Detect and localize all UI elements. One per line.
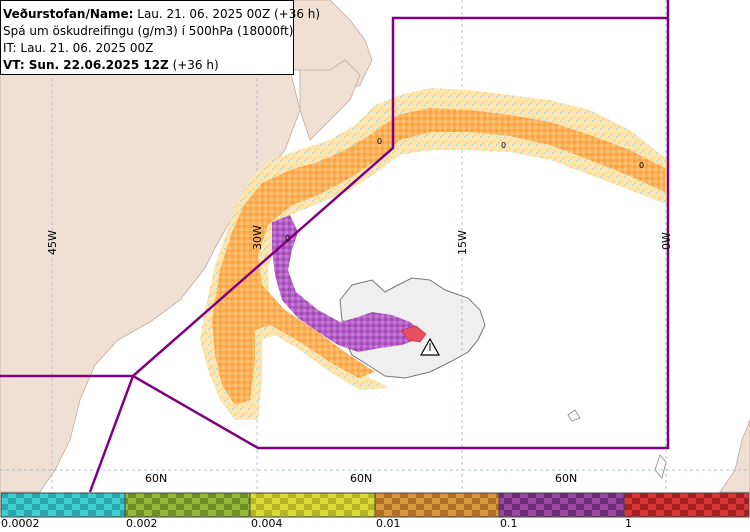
legend-label-1: 0.002 xyxy=(126,517,158,530)
ash-plume-high xyxy=(272,215,420,352)
contour-label: 0 xyxy=(501,141,506,150)
legend-swatch-cyan xyxy=(0,492,126,518)
legend-label-2: 0.004 xyxy=(251,517,283,530)
vt-suffix: (+36 h) xyxy=(168,58,219,72)
graticule-labels: 45W 30W 15W 0W 60N 60N 60N xyxy=(46,225,673,485)
title-value: Lau. 21. 06. 2025 00Z (+36 h) xyxy=(133,7,321,21)
lon-label-0w: 0W xyxy=(660,232,673,250)
info-box: Veðurstofan/Name: Lau. 21. 06. 2025 00Z … xyxy=(0,0,320,75)
lat-label-60n-1: 60N xyxy=(145,472,167,485)
title-line: Veðurstofan/Name: Lau. 21. 06. 2025 00Z … xyxy=(3,6,320,23)
lat-label-60n-2: 60N xyxy=(350,472,372,485)
legend-swatch-orange xyxy=(374,492,500,518)
vt-line: VT: Sun. 22.06.2025 12Z (+36 h) xyxy=(3,57,293,74)
legend-swatch-green xyxy=(124,492,251,518)
contour-label: 0 xyxy=(285,234,290,243)
legend-swatch-yellow xyxy=(249,492,376,518)
description-line: Spá um öskudreifingu (g/m3) í 500hPa (18… xyxy=(3,24,294,38)
legend-label-3: 0.01 xyxy=(376,517,401,530)
legend-bar xyxy=(0,492,750,518)
legend-label-4: 0.1 xyxy=(500,517,518,530)
lon-label-15w: 15W xyxy=(456,230,469,255)
lon-label-45w: 45W xyxy=(46,230,59,255)
area-boundary xyxy=(0,0,670,493)
it-line: IT: Lau. 21. 06. 2025 00Z xyxy=(3,41,154,55)
ash-plume-mid xyxy=(212,108,665,405)
lat-label-60n-3: 60N xyxy=(555,472,577,485)
legend-label-0: 0.0002 xyxy=(1,517,40,530)
norway-coast xyxy=(719,419,750,493)
volcano-marker xyxy=(419,337,441,356)
contour-label: 0 xyxy=(639,161,644,170)
ash-plume-core xyxy=(401,325,427,343)
lon-label-30w: 30W xyxy=(251,225,264,250)
contour-label: 0 xyxy=(377,137,382,146)
legend-label-5: 1 xyxy=(625,517,632,530)
legend-swatch-purple xyxy=(498,492,625,518)
legend: 0.0002 0.002 0.004 0.01 0.1 1 xyxy=(0,492,750,532)
contour-labels: 0 0 0 0 xyxy=(285,137,644,243)
vt-label: VT: Sun. 22.06.2025 12Z xyxy=(3,58,169,72)
legend-swatch-red xyxy=(623,492,750,518)
title-label: Veðurstofan/Name: xyxy=(3,7,134,21)
